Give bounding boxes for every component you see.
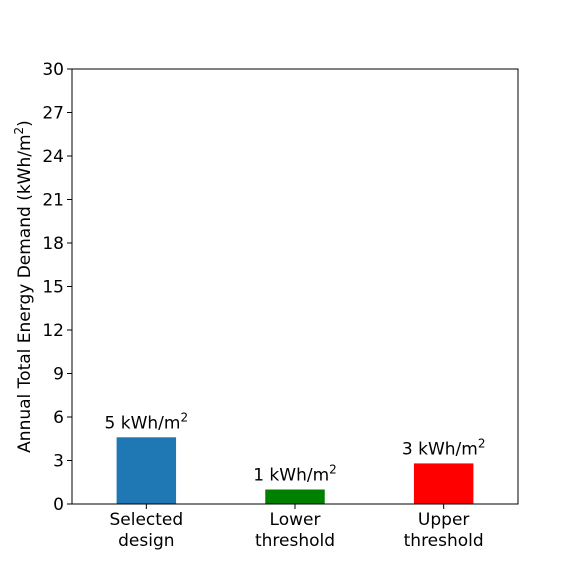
- x-tick-label: threshold: [404, 531, 484, 551]
- y-tick-label: 0: [53, 495, 64, 515]
- bar: [265, 489, 325, 504]
- bar-data-label: 3 kWh/m2: [402, 436, 486, 459]
- bar: [413, 463, 474, 504]
- x-tick-label: Selected: [109, 510, 183, 530]
- y-tick-label: 3: [53, 452, 64, 472]
- bar-data-label-sup: 2: [180, 410, 188, 424]
- data-labels-group: 5 kWh/m21 kWh/m23 kWh/m2: [105, 410, 486, 485]
- x-tick-label: threshold: [255, 531, 335, 551]
- bar-data-label: 5 kWh/m2: [105, 410, 189, 433]
- y-axis-title-sup: 2: [12, 127, 26, 135]
- y-tick-label: 15: [42, 278, 64, 298]
- bar-data-label: 1 kWh/m2: [253, 463, 337, 486]
- y-axis-title-text: Annual Total Energy Demand (kWh/m: [15, 134, 35, 452]
- bar-data-label-sup: 2: [329, 463, 337, 477]
- y-tick-label: 6: [53, 408, 64, 428]
- x-tick-label: Upper: [418, 510, 469, 530]
- bars-group: [116, 437, 474, 504]
- y-axis-title-tail: ): [15, 120, 35, 127]
- y-tick-label: 12: [42, 321, 64, 341]
- y-tick-label: 30: [42, 60, 64, 80]
- bar-data-label-text: 3 kWh/m: [402, 439, 478, 459]
- x-tick-label: design: [118, 531, 174, 551]
- bar: [116, 437, 177, 504]
- y-tick-label: 18: [42, 234, 64, 254]
- x-tick-label: Lower: [270, 510, 321, 530]
- bar-data-label-text: 1 kWh/m: [253, 466, 329, 486]
- y-tick-label: 27: [42, 104, 64, 124]
- y-axis-title: Annual Total Energy Demand (kWh/m2): [12, 120, 35, 453]
- y-axis: 0 3 6 9 12 15 18 21 24 27 30: [42, 60, 72, 515]
- y-tick-label: 21: [42, 191, 64, 211]
- bar-data-label-sup: 2: [478, 436, 486, 450]
- y-tick-label: 9: [53, 365, 64, 385]
- y-tick-label: 24: [42, 147, 64, 167]
- bar-data-label-text: 5 kWh/m: [105, 413, 181, 433]
- x-axis: SelecteddesignLowerthresholdUpperthresho…: [109, 504, 484, 551]
